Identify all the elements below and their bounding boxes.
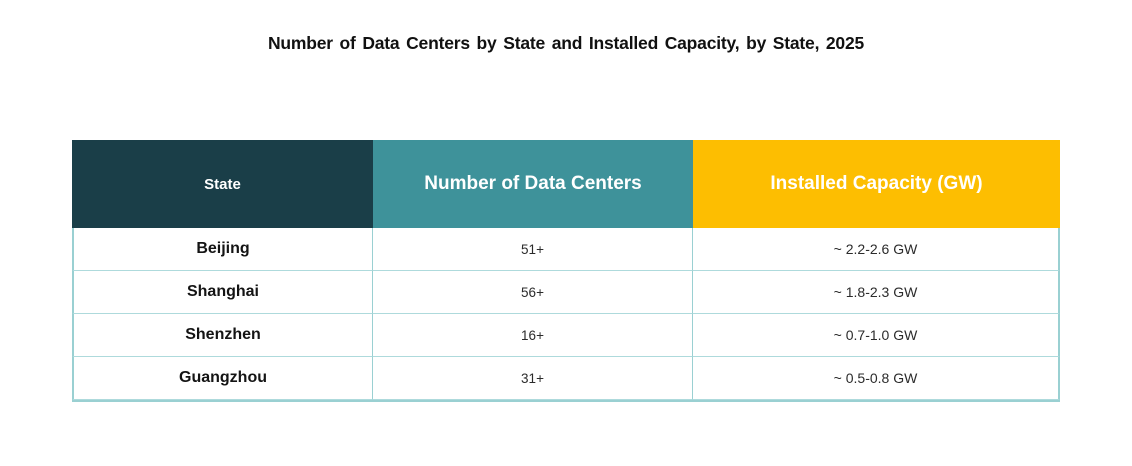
- cell-capacity: ~ 1.8-2.3 GW: [693, 271, 1060, 314]
- column-header-installed-capacity: Installed Capacity (GW): [693, 140, 1060, 228]
- cell-data-centers: 31+: [373, 357, 693, 400]
- cell-capacity: ~ 2.2-2.6 GW: [693, 228, 1060, 271]
- column-header-state: State: [72, 140, 373, 228]
- cell-state: Shanghai: [72, 271, 373, 314]
- cell-capacity: ~ 0.7-1.0 GW: [693, 314, 1060, 357]
- cell-capacity: ~ 0.5-0.8 GW: [693, 357, 1060, 400]
- cell-state: Beijing: [72, 228, 373, 271]
- data-table: State Number of Data Centers Installed C…: [72, 140, 1060, 402]
- column-header-data-centers: Number of Data Centers: [373, 140, 693, 228]
- cell-data-centers: 51+: [373, 228, 693, 271]
- page-title: Number of Data Centers by State and Inst…: [267, 33, 865, 53]
- cell-data-centers: 16+: [373, 314, 693, 357]
- cell-state: Shenzhen: [72, 314, 373, 357]
- cell-state: Guangzhou: [72, 357, 373, 400]
- cell-data-centers: 56+: [373, 271, 693, 314]
